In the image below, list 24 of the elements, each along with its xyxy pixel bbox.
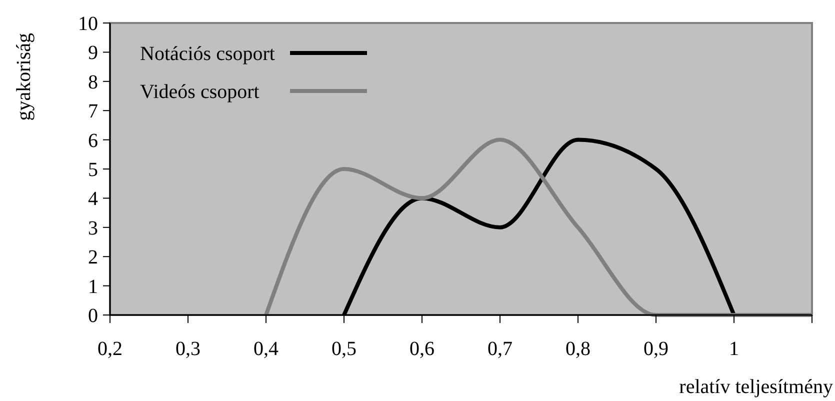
y-tick-label: 10 [78, 13, 98, 35]
x-tick-label: 1 [729, 338, 739, 360]
x-axis-title: relatív teljesítmény [679, 376, 833, 398]
y-tick-label: 3 [88, 217, 98, 240]
legend-label: Notációs csoport [140, 43, 276, 65]
x-tick-label: 0,4 [254, 338, 278, 360]
x-tick-label: 0,9 [644, 338, 668, 360]
x-tick-label: 0,3 [176, 338, 200, 360]
x-tick-label: 0,6 [410, 338, 434, 360]
y-tick-label: 9 [88, 42, 98, 64]
legend-label: Videós csoport [140, 81, 260, 103]
y-tick-label: 0 [88, 305, 98, 327]
y-tick-label: 6 [88, 130, 98, 152]
y-tick-label: 2 [88, 246, 98, 269]
y-tick-label: 5 [88, 159, 98, 181]
y-tick-label: 1 [88, 276, 98, 298]
x-tick-label: 0,5 [332, 338, 356, 360]
x-tick-label: 0,8 [566, 338, 590, 360]
y-tick-label: 8 [88, 71, 98, 94]
y-tick-label: 7 [88, 100, 98, 123]
y-tick-label: 4 [88, 188, 98, 210]
y-axis-title: gyakoriság [13, 33, 35, 121]
x-tick-label: 0,7 [488, 338, 512, 360]
x-tick-label: 0,2 [98, 338, 122, 360]
